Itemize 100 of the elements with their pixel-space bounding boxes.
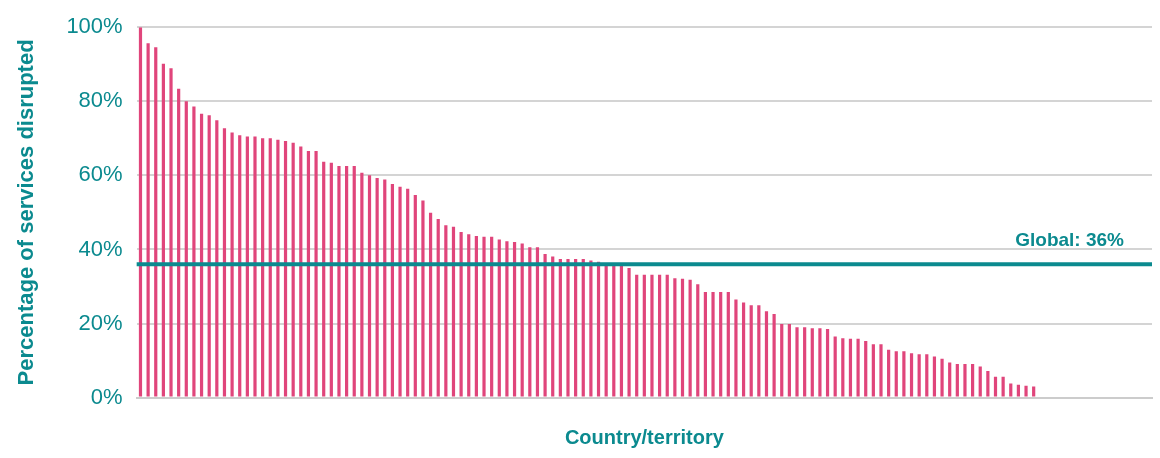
bar xyxy=(589,260,593,397)
bar xyxy=(986,370,990,397)
bar xyxy=(291,142,295,397)
bar xyxy=(184,101,188,397)
bar xyxy=(421,200,425,397)
bar xyxy=(917,354,921,397)
bar xyxy=(1009,383,1013,397)
bar xyxy=(604,263,608,397)
bar xyxy=(734,299,738,397)
bar xyxy=(459,232,463,397)
bar xyxy=(680,278,685,397)
bar xyxy=(474,236,478,397)
bar xyxy=(1032,386,1036,397)
bar xyxy=(932,356,937,397)
bar xyxy=(535,247,540,397)
y-tick-label: 40% xyxy=(78,235,123,261)
bar xyxy=(345,166,349,397)
bar xyxy=(520,243,524,397)
bar xyxy=(169,68,173,397)
y-tick-label: 0% xyxy=(90,383,123,409)
bar xyxy=(833,336,837,397)
bar xyxy=(558,259,562,397)
bar xyxy=(337,166,341,397)
bar xyxy=(367,175,372,397)
bar xyxy=(528,247,532,397)
bar xyxy=(841,338,845,397)
bar xyxy=(635,274,639,397)
bar xyxy=(451,226,456,397)
y-axis-title: Percentage of services disrupted xyxy=(13,39,39,386)
bar xyxy=(207,115,211,397)
bar xyxy=(978,366,982,397)
bar xyxy=(283,140,288,397)
bar xyxy=(940,358,944,397)
bar xyxy=(383,179,387,397)
bar xyxy=(497,239,501,397)
bar xyxy=(581,259,585,397)
bar xyxy=(749,305,753,397)
bar xyxy=(780,323,784,397)
bar xyxy=(871,344,875,397)
bar xyxy=(238,135,242,397)
bar xyxy=(360,172,364,397)
bar xyxy=(352,166,356,397)
bar xyxy=(764,311,769,397)
bar xyxy=(948,362,952,397)
bar xyxy=(787,323,791,397)
bar xyxy=(902,351,906,397)
bar xyxy=(512,242,517,397)
bar xyxy=(543,253,547,397)
bar xyxy=(177,88,181,397)
bar xyxy=(856,338,860,397)
bar xyxy=(574,259,578,397)
bar xyxy=(215,120,219,397)
bar xyxy=(314,150,318,397)
bar xyxy=(818,328,822,397)
bar xyxy=(490,236,494,397)
bar xyxy=(1024,385,1028,397)
bar xyxy=(673,278,677,397)
bar xyxy=(406,188,410,397)
bar xyxy=(757,305,761,397)
bar xyxy=(230,132,234,397)
bar xyxy=(703,292,708,397)
bar xyxy=(1016,384,1021,397)
bar xyxy=(199,113,204,397)
bar xyxy=(963,363,967,397)
bar xyxy=(192,106,196,397)
bar xyxy=(444,225,448,397)
x-axis-title: Country/territory xyxy=(564,425,725,448)
bar xyxy=(505,241,509,397)
bar xyxy=(261,138,265,397)
bar xyxy=(222,128,227,397)
bar xyxy=(566,259,570,397)
bar xyxy=(696,284,700,397)
bar xyxy=(1001,376,1005,397)
bar xyxy=(925,354,929,397)
y-tick-label: 60% xyxy=(78,161,123,187)
bar xyxy=(329,162,333,397)
bar xyxy=(955,363,959,397)
bar xyxy=(803,327,807,397)
bar xyxy=(658,274,662,397)
bar xyxy=(322,161,326,397)
bar xyxy=(276,139,280,397)
bar xyxy=(864,340,868,397)
bar xyxy=(726,292,730,397)
bar xyxy=(619,264,624,397)
bar xyxy=(642,274,646,397)
bar xyxy=(306,150,311,397)
bar xyxy=(650,274,654,397)
bar xyxy=(719,292,723,397)
bar xyxy=(795,327,799,397)
y-tick-label: 100% xyxy=(66,13,123,39)
bar xyxy=(665,274,669,397)
bar xyxy=(688,279,692,397)
bar xyxy=(887,349,891,397)
bar xyxy=(612,263,616,397)
bar xyxy=(772,313,776,397)
bar xyxy=(909,353,914,397)
bar xyxy=(138,27,143,397)
ref-line-label: Global: 36% xyxy=(1015,228,1125,250)
bar xyxy=(398,186,402,397)
y-tick-label: 80% xyxy=(78,87,123,113)
